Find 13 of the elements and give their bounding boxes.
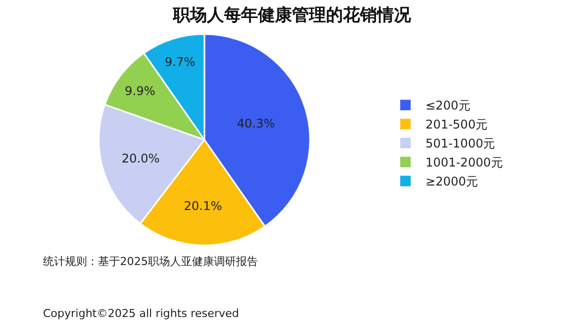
legend-label: 201-500元: [425, 118, 488, 132]
legend-label: ≥2000元: [425, 174, 478, 189]
chart-title: 职场人每年健康管理的花销情况: [172, 6, 412, 26]
text: Copyright©2025 all rights reserved: [43, 307, 239, 320]
data-label: 9.7%: [164, 55, 196, 70]
legend-label: 501-1000元: [425, 136, 496, 151]
data-label: 40.3%: [236, 116, 276, 131]
data-label: 20.1%: [184, 199, 222, 214]
legend-label: ≤200元: [425, 98, 470, 113]
data-label: 9.9%: [124, 84, 156, 98]
legend-label: 1001-2000元: [425, 156, 503, 170]
text: 统计规则：基于2025职场人亚健康调研报告: [43, 255, 258, 268]
data-label: 20.0%: [122, 152, 160, 166]
